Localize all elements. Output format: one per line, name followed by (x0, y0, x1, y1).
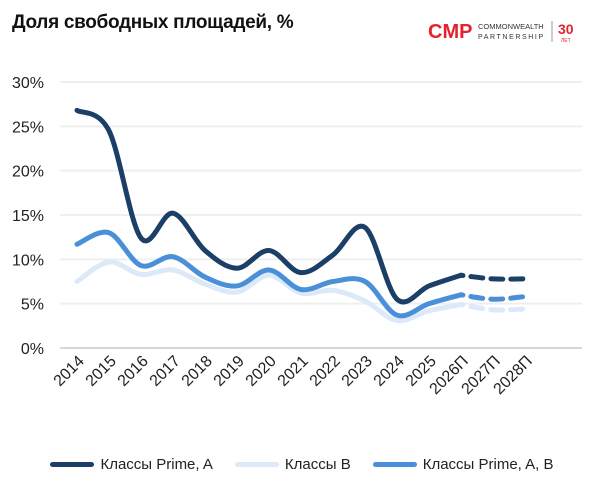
legend-label: Классы B (284, 456, 351, 473)
y-tick-label: 5% (21, 297, 44, 314)
x-tick-label: 2019 (211, 353, 248, 390)
x-tick-label: 2020 (243, 353, 280, 390)
svg-text:ЛЕТ: ЛЕТ (561, 38, 571, 44)
y-tick-label: 25% (12, 119, 44, 136)
y-tick-label: 20% (12, 164, 44, 181)
series-forecast-line (458, 272, 528, 282)
y-tick-label: 10% (12, 252, 44, 269)
x-tick-label: 2016 (115, 353, 152, 390)
y-tick-label: 30% (12, 75, 44, 92)
series-forecast-line (458, 292, 528, 302)
svg-text:30: 30 (558, 21, 574, 37)
svg-text:PARTNERSHIP: PARTNERSHIP (478, 34, 545, 41)
legend-item: Классы Prime, A, B (372, 456, 554, 473)
legend: Классы Prime, A Классы B Классы Prime, A, … (0, 456, 604, 473)
x-tick-label: 2014 (51, 353, 88, 390)
x-tick-label: 2023 (339, 353, 376, 390)
chart-title: Доля свободных площадей, % (12, 12, 294, 33)
svg-text:CMP: CMP (428, 21, 472, 43)
legend-item: Классы Prime, A (50, 456, 213, 473)
legend-label: Классы Prime, A, B (422, 456, 554, 473)
legend-swatch (234, 462, 279, 467)
legend-swatch (372, 462, 417, 467)
x-tick-label: 2022 (307, 353, 344, 390)
legend-item: Классы B (234, 456, 351, 473)
x-tick-label: 2024 (371, 353, 408, 390)
x-tick-label: 2017 (147, 353, 184, 390)
y-tick-label: 15% (12, 208, 44, 225)
company-logo: CMP COMMONWEALTH PARTNERSHIP 30 ЛЕТ (428, 21, 574, 44)
legend-swatch (50, 462, 95, 467)
x-tick-label: 2015 (83, 353, 120, 390)
y-tick-label: 0% (21, 341, 44, 358)
series-forecast-line (458, 302, 528, 313)
x-tick-label: 2018 (179, 353, 216, 390)
legend-label: Классы Prime, A (100, 456, 213, 473)
svg-text:COMMONWEALTH: COMMONWEALTH (478, 22, 544, 31)
x-tick-label: 2021 (275, 353, 312, 390)
